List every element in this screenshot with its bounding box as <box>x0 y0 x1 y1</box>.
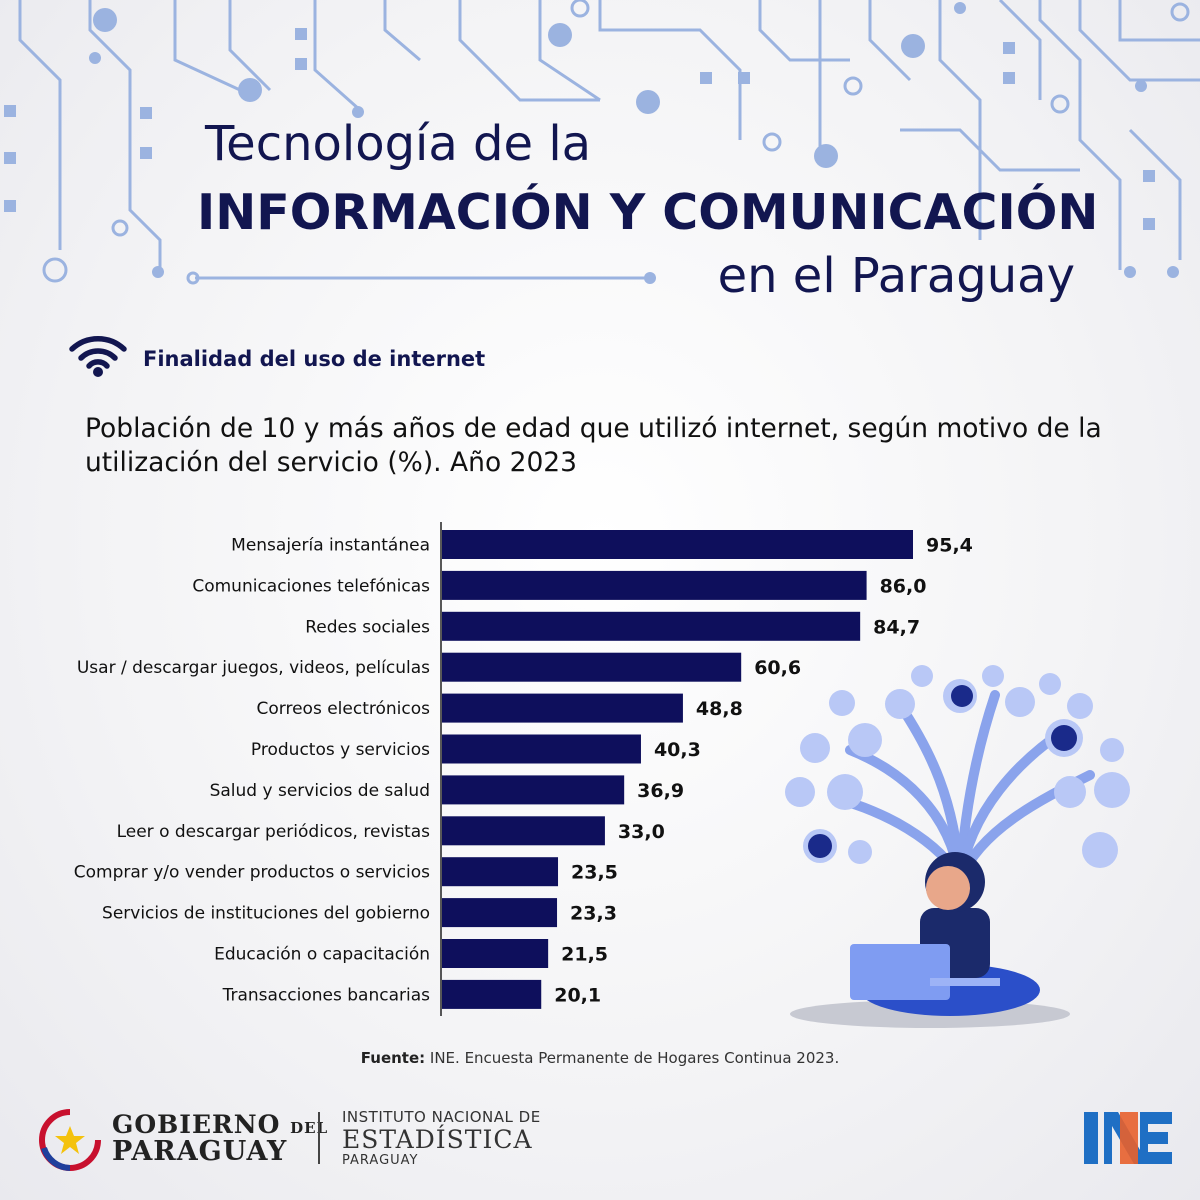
ine-name-line-2: ESTADÍSTICA <box>342 1125 533 1154</box>
bar-11 <box>442 979 542 1009</box>
ine-logo-icon <box>1084 1112 1172 1164</box>
category-label-3: Usar / descargar juegos, videos, películ… <box>77 658 430 678</box>
value-label-8: 23,5 <box>571 862 618 884</box>
paraguay-seal-icon <box>39 1109 101 1171</box>
source-text: INE. Encuesta Permanente de Hogares Cont… <box>425 1049 840 1067</box>
ine-name-line-3: PARAGUAY <box>342 1153 419 1168</box>
section-label: Finalidad del uso de internet <box>143 347 486 371</box>
footer-logos: GOBIERNO DEL PARAGUAY INSTITUTO NACIONAL… <box>36 1108 556 1172</box>
category-label-7: Leer o descargar periódicos, revistas <box>117 822 431 842</box>
category-label-1: Comunicaciones telefónicas <box>192 576 430 596</box>
category-label-2: Redes sociales <box>305 617 430 637</box>
category-label-11: Transacciones bancarias <box>222 985 431 1005</box>
circuit-background <box>4 0 1200 285</box>
value-label-1: 86,0 <box>880 575 927 597</box>
bar-5 <box>442 734 641 764</box>
category-label-0: Mensajería instantánea <box>231 536 430 556</box>
value-label-5: 40,3 <box>654 739 701 761</box>
bar-4 <box>442 693 683 723</box>
bar-0 <box>442 530 913 559</box>
bar-9 <box>442 898 558 928</box>
title-line-2: INFORMACIÓN Y COMUNICACIÓN <box>197 184 1099 241</box>
value-label-9: 23,3 <box>570 903 617 925</box>
bar-8 <box>442 857 559 887</box>
value-label-2: 84,7 <box>873 616 920 638</box>
bar-2 <box>442 611 861 641</box>
title-line-1: Tecnología de la <box>205 116 592 172</box>
value-label-6: 36,9 <box>637 780 684 802</box>
wifi-icon <box>69 335 127 377</box>
title-line-3: en el Paraguay <box>717 248 1075 304</box>
chart-title: Población de 10 y más años de edad que u… <box>85 413 1102 478</box>
footer-divider <box>318 1112 320 1164</box>
source-note: Fuente: INE. Encuesta Permanente de Hoga… <box>0 1049 1200 1067</box>
bar-3 <box>442 652 742 682</box>
ine-name-line-1: INSTITUTO NACIONAL DE <box>342 1108 541 1126</box>
bar-10 <box>442 939 549 968</box>
category-label-4: Correos electrónicos <box>257 699 431 719</box>
category-label-9: Servicios de instituciones del gobierno <box>102 904 430 924</box>
gov-name-line-2: PARAGUAY <box>112 1136 288 1167</box>
bar-1 <box>442 570 867 600</box>
gov-name-line-1: GOBIERNO DEL <box>112 1110 329 1139</box>
bar-chart: Mensajería instantánea 95,4 Comunicaciones… <box>74 522 973 1016</box>
value-label-7: 33,0 <box>618 821 665 843</box>
value-label-3: 60,6 <box>754 657 801 679</box>
category-label-8: Comprar y/o vender productos o servicios <box>74 863 430 883</box>
bar-7 <box>442 816 605 846</box>
category-label-6: Salud y servicios de salud <box>210 781 430 801</box>
person-laptop-illustration <box>785 665 1130 1028</box>
value-label-11: 20,1 <box>554 984 601 1006</box>
category-label-10: Educación o capacitación <box>214 945 430 965</box>
source-label: Fuente: <box>360 1049 426 1067</box>
bar-6 <box>442 775 625 805</box>
value-label-4: 48,8 <box>696 698 743 720</box>
value-label-10: 21,5 <box>561 944 608 966</box>
category-label-5: Productos y servicios <box>251 740 430 760</box>
value-label-0: 95,4 <box>926 535 973 557</box>
